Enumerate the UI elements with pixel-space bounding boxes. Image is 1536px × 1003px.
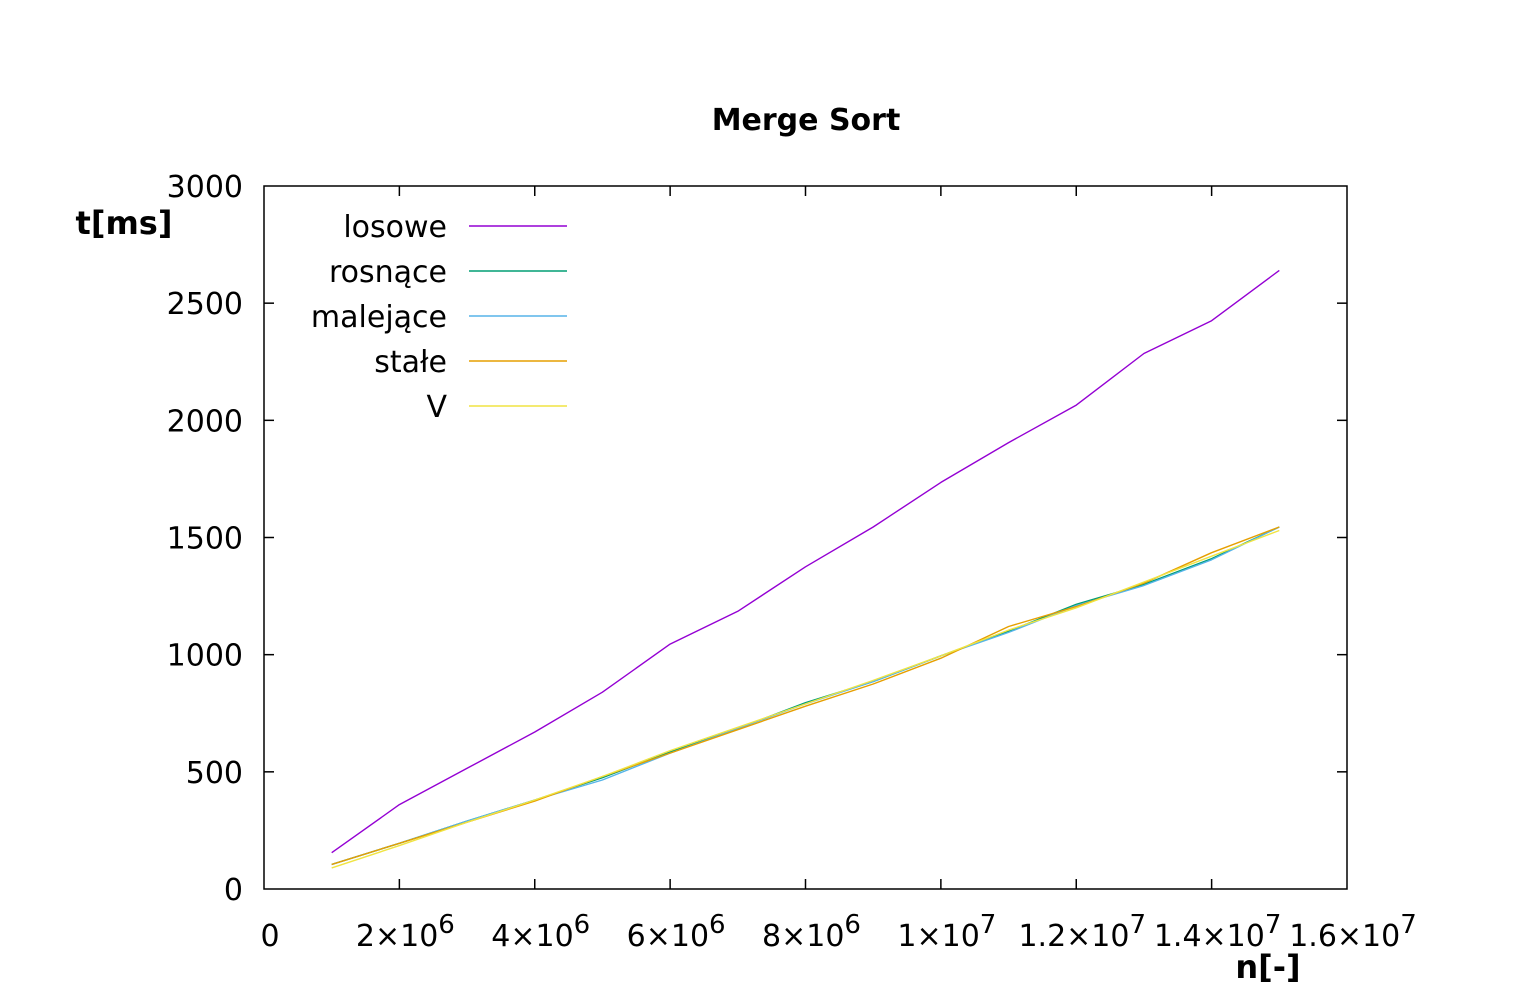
x-tick-label-exponent: 7	[980, 910, 997, 940]
x-tick-label-base: 1.2×10	[1018, 919, 1129, 954]
x-tick-label-base: 2×10	[356, 919, 438, 954]
legend: losowe rosnące malejące stałe V	[311, 210, 567, 425]
series-line-2	[331, 526, 1280, 866]
series-layer	[331, 269, 1280, 869]
x-tick-label: 2×106	[356, 910, 455, 954]
y-axis-label: t[ms]	[76, 204, 173, 242]
x-tick-label: 8×106	[762, 910, 861, 954]
legend-label: losowe	[343, 210, 447, 245]
y-tick-label: 1000	[167, 639, 243, 674]
x-tick-label: 1.6×107	[1289, 910, 1417, 954]
legend-label: rosnące	[329, 255, 447, 290]
x-tick-label-exponent: 7	[1400, 910, 1417, 940]
chart-title: Merge Sort	[712, 103, 901, 138]
x-tick-label-base: 4×10	[491, 919, 573, 954]
x-tick-label-base: 1.4×10	[1154, 919, 1265, 954]
legend-label: stałe	[374, 345, 447, 380]
x-tick-label: 1×107	[897, 910, 996, 954]
series-line-4	[331, 526, 1280, 866]
x-tick-label-exponent: 7	[1129, 910, 1146, 940]
series-line-5	[331, 529, 1280, 869]
x-tick-label-exponent: 7	[1265, 910, 1282, 940]
x-tick-label: 1.4×107	[1154, 910, 1282, 954]
x-tick-label-exponent: 6	[709, 910, 726, 940]
legend-label: V	[426, 390, 447, 425]
y-tick-label: 2000	[167, 404, 243, 439]
y-tick-label: 500	[186, 756, 243, 791]
x-tick-label-base: 1.6×10	[1289, 919, 1400, 954]
x-tick-label-base: 6×10	[627, 919, 709, 954]
series-line-3	[331, 526, 1280, 866]
x-axis-label: n[-]	[1235, 948, 1300, 986]
y-tick-label: 0	[224, 873, 243, 908]
y-tick-label: 3000	[167, 170, 243, 205]
x-tick-label-exponent: 6	[574, 910, 591, 940]
x-tick-label: 6×106	[627, 910, 726, 954]
x-tick-label-base: 8×10	[762, 919, 844, 954]
y-tick-label: 2500	[167, 287, 243, 322]
x-tick-label-exponent: 6	[438, 910, 455, 940]
x-tick-label-base: 1×10	[897, 919, 979, 954]
plot-frame	[263, 185, 1348, 890]
x-tick-label-base: 0	[260, 919, 279, 954]
x-tick-label: 4×106	[491, 910, 590, 954]
x-tick-label: 1.2×107	[1018, 910, 1146, 954]
y-tick-label: 1500	[167, 522, 243, 557]
x-tick-label-exponent: 6	[844, 910, 861, 940]
x-tick-label: 0	[260, 919, 279, 954]
series-line-1	[331, 269, 1280, 854]
legend-label: malejące	[311, 300, 447, 335]
